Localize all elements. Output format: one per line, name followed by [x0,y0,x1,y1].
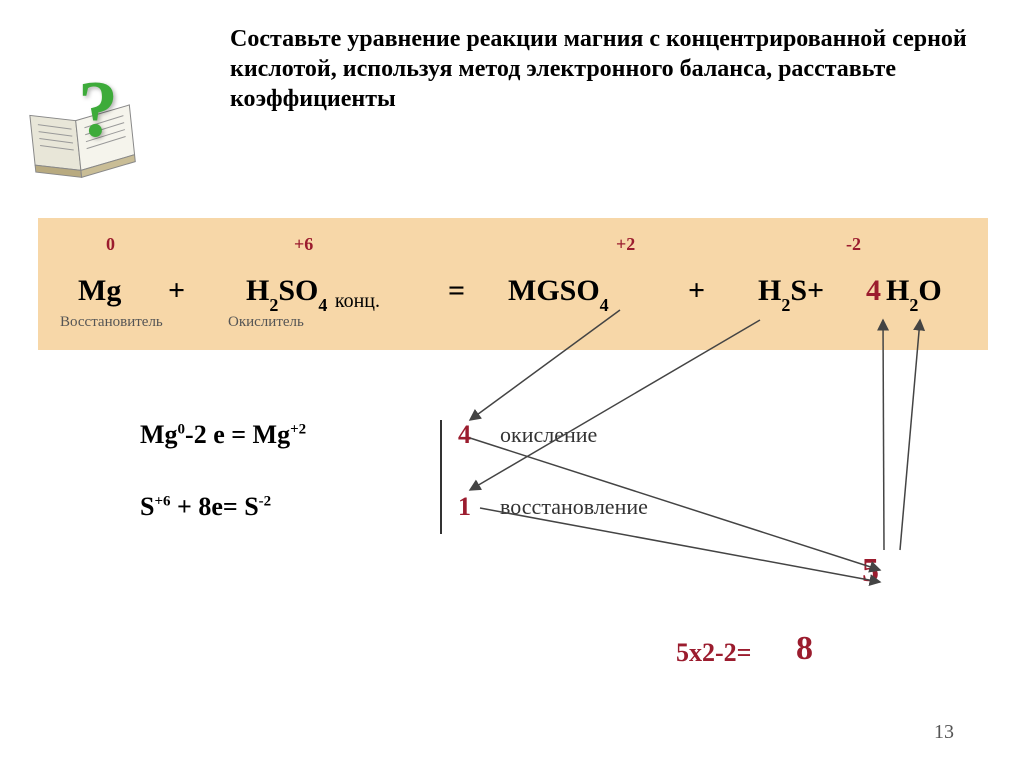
tok-mgso4: MGSO4 [508,274,609,312]
balance-divider [440,420,442,534]
balance-label-red: восстановление [500,494,648,520]
tok-h2o: H2O [886,274,942,312]
electron-balance: Mg0-2 e = Mg+2 4 окисление S+6 + 8e= S-2… [140,420,306,550]
tok-coef4: 4 [866,274,881,308]
task-title: Составьте уравнение реакции магния с кон… [230,24,970,114]
balance-coef-mg: 4 [458,420,471,450]
oxnum-mg: 0 [106,234,115,255]
tok-mg: Mg [78,274,121,308]
oxnum-mg-r: +2 [616,234,635,255]
equation-band: 0 +6 +2 -2 Mg + H2SO4 конц. = MGSO4 + H2… [38,218,988,350]
tok-plus1: + [168,274,185,308]
page-number: 13 [934,721,954,744]
balance-row-s: S+6 + 8e= S-2 1 восстановление [140,492,306,550]
final-eq: 5х2-2= [676,638,751,668]
final-eight: 8 [796,630,813,668]
tok-h2s: H2S+ [758,274,824,312]
final-five: 5 [862,552,879,590]
tok-eq: = [448,274,465,308]
balance-label-ox: окисление [500,422,597,448]
balance-row-mg: Mg0-2 e = Mg+2 4 окисление [140,420,306,478]
tok-h2so4: H2SO4 конц. [246,274,380,313]
balance-coef-s: 1 [458,492,471,522]
oxnum-s-left: +6 [294,234,313,255]
tok-plus2: + [688,274,705,308]
question-mark-icon: ? [78,70,118,150]
label-oxidizer: Окислитель [228,314,304,331]
oxnum-s-r: -2 [846,234,861,255]
label-reducer: Восстановитель [60,314,163,331]
question-book-icon: ? [18,70,158,190]
